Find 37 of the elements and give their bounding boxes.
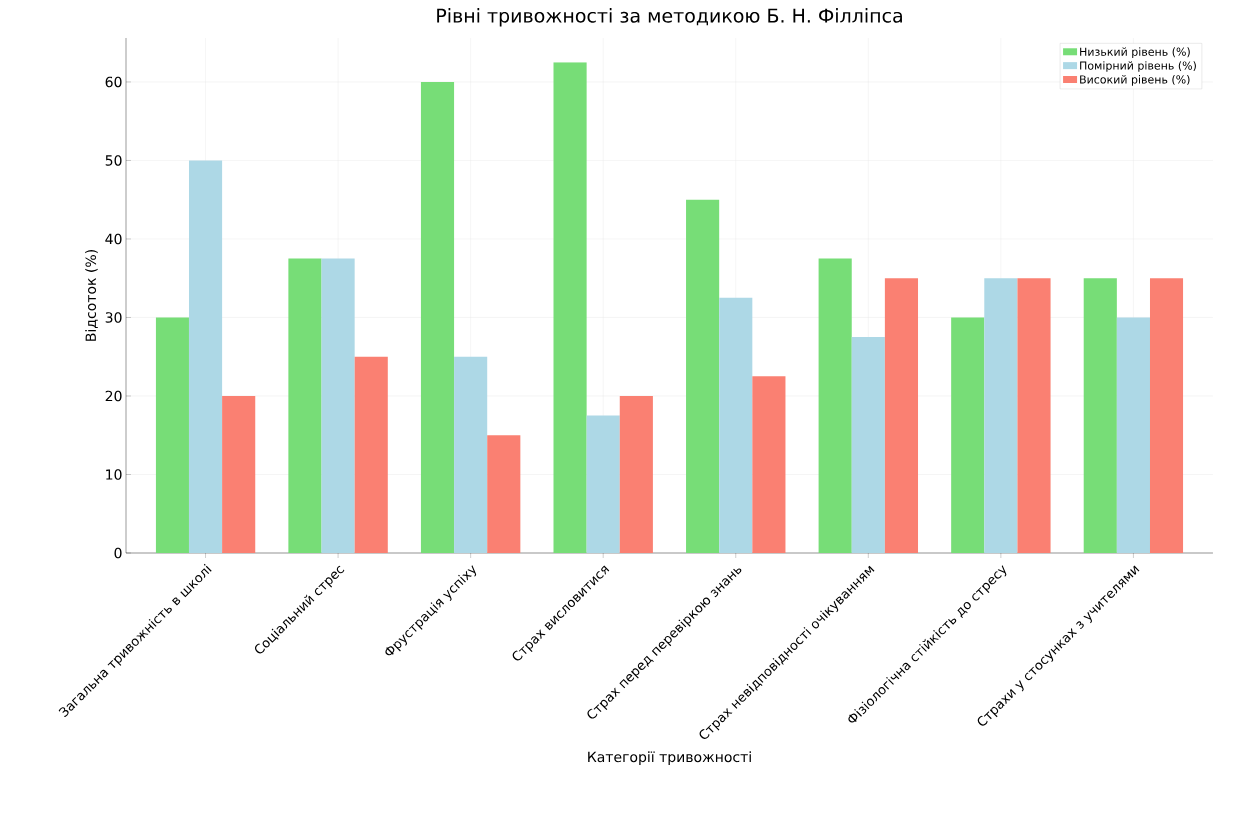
bar (851, 337, 885, 553)
bar (951, 317, 985, 553)
bar (553, 62, 587, 553)
bar (586, 415, 620, 553)
legend-label: Помірний рівень (%) (1080, 61, 1196, 72)
bar (818, 258, 852, 553)
y-tick-label: 40 (105, 233, 122, 245)
bar (288, 258, 322, 553)
bar (719, 297, 753, 553)
bar (619, 395, 653, 553)
bar (354, 356, 388, 553)
y-axis-title: Відсоток (%) (85, 250, 98, 341)
bar (1116, 317, 1150, 553)
legend-label: Низький рівень (%) (1080, 47, 1190, 58)
bar (454, 356, 488, 553)
y-tick-label: 20 (105, 390, 122, 402)
bar (884, 278, 919, 553)
bar (1017, 278, 1051, 553)
y-tick-label: 10 (106, 469, 122, 480)
bar (686, 199, 720, 553)
bar (222, 395, 256, 553)
bar (1149, 278, 1184, 553)
bar (487, 435, 521, 553)
bar (1083, 278, 1117, 553)
y-tick-label: 60 (105, 76, 122, 88)
legend-label: Високий рівень (%) (1080, 75, 1190, 86)
y-tick-label: 0 (114, 547, 122, 559)
bar (984, 278, 1018, 553)
x-axis-title: Категорії тривожності (588, 751, 751, 765)
y-tick-label: 50 (105, 155, 122, 166)
chart-title: Рівні тривожності за методикою Б. Н. Філліпса (437, 8, 902, 27)
y-tick-label: 30 (105, 312, 122, 323)
bar (752, 376, 786, 553)
bar (420, 81, 455, 553)
bar (321, 258, 355, 553)
bar (155, 317, 189, 553)
bar (188, 160, 223, 553)
